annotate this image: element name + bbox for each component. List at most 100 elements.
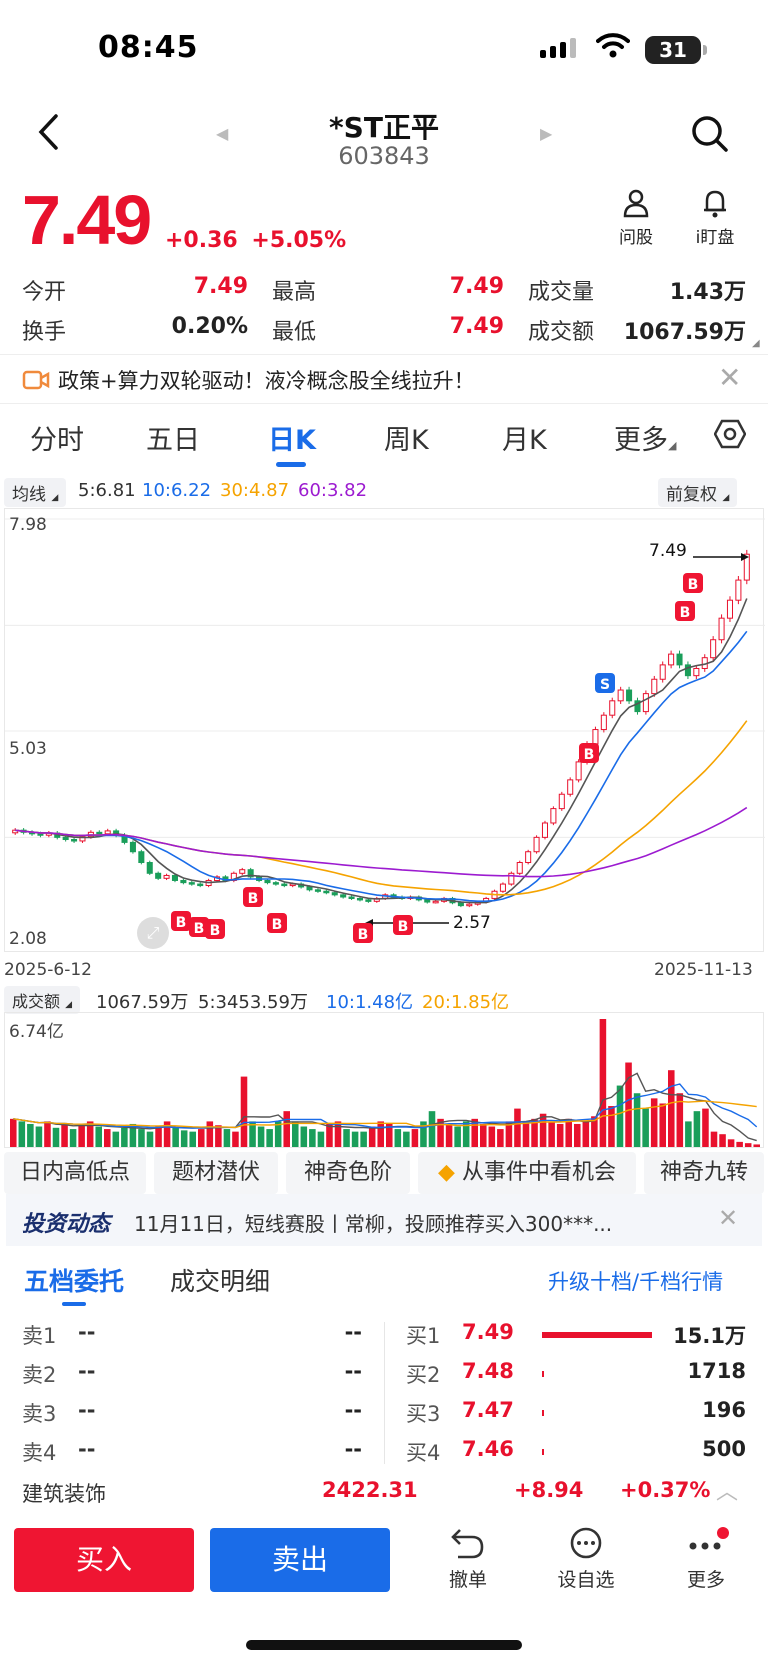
search-icon[interactable]	[690, 114, 730, 154]
tab-weekly-k[interactable]: 周K	[384, 425, 429, 456]
sell-level-row[interactable]: 卖1 -- --	[22, 1320, 362, 1350]
news-ticker[interactable]: 投资动态 11月11日，短线赛股丨常柳，投顾推荐买入300***... ✕	[6, 1194, 762, 1246]
close-news-icon[interactable]: ✕	[718, 1204, 739, 1232]
sell-button[interactable]: 卖出	[210, 1528, 390, 1592]
feature-event-opportunity[interactable]: ◆ 从事件中看机会	[418, 1152, 636, 1194]
buy-level-price: 7.48	[462, 1359, 514, 1383]
buy-level-row[interactable]: 买3 7.47 196	[406, 1398, 746, 1428]
tab-5day[interactable]: 五日	[146, 425, 200, 456]
volume-chart[interactable]: 6.74亿	[4, 1012, 764, 1148]
buy-signal-marker: B	[675, 601, 695, 621]
watch-button[interactable]: i盯盘	[688, 188, 742, 248]
low-label: 最低	[272, 320, 317, 345]
tab-more[interactable]: 更多◢	[614, 425, 677, 456]
volume-bar	[574, 1123, 581, 1147]
more-button[interactable]: 更多	[676, 1526, 736, 1592]
candle	[348, 896, 355, 900]
volume-bar	[155, 1126, 162, 1147]
promo-banner[interactable]: 政策+算力双轮驱动！液冷概念股全线拉升！ ✕	[0, 354, 768, 404]
ma60-value: 60:3.82	[298, 480, 368, 501]
signal-letter: S	[600, 677, 610, 693]
battery-icon: 31	[645, 36, 707, 64]
buy-button[interactable]: 买入	[14, 1528, 194, 1592]
volume-bar	[121, 1127, 128, 1147]
feature-nine-turn[interactable]: 神奇九转	[644, 1152, 764, 1194]
volume-bar	[283, 1111, 290, 1147]
buy-level-row[interactable]: 买4 7.46 500	[406, 1437, 746, 1467]
sell-level-row[interactable]: 卖4 -- --	[22, 1437, 362, 1467]
fullscreen-toggle-icon[interactable]: ⤢	[137, 917, 169, 949]
expand-corner-icon[interactable]: ◢	[752, 338, 760, 349]
turnover-label: 换手	[22, 320, 67, 345]
candle	[726, 599, 733, 619]
prev-stock-icon[interactable]: ◀	[216, 124, 229, 143]
ma-select[interactable]: 均线 ◢	[4, 478, 67, 507]
volume-bar	[368, 1126, 376, 1147]
candle	[651, 678, 658, 695]
candle	[668, 653, 675, 666]
volume-bar	[753, 1144, 760, 1147]
buy-level-row[interactable]: 买2 7.48 1718	[406, 1359, 746, 1389]
volume-bar	[138, 1129, 145, 1147]
volume-bar	[497, 1129, 504, 1147]
low-price-label: 2.57	[453, 913, 491, 933]
volume-bar	[676, 1093, 684, 1147]
adjust-select[interactable]: 前复权 ◢	[658, 478, 738, 507]
buy-level-row[interactable]: 买1 7.49 15.1万	[406, 1320, 746, 1350]
tab-trade-detail[interactable]: 成交明细	[170, 1267, 271, 1296]
volume-bar	[702, 1108, 709, 1147]
ask-stock-button[interactable]: 问股	[614, 188, 658, 248]
sell-level-volume: --	[344, 1320, 362, 1344]
sector-pct: +0.37%	[620, 1478, 711, 1502]
tab-order-book[interactable]: 五档委托	[24, 1267, 125, 1296]
chevron-up-icon[interactable]: ︿	[716, 1480, 739, 1505]
signal-badge	[205, 919, 225, 939]
volume-bar	[189, 1131, 196, 1147]
watchlist-label: 设自选	[557, 1569, 615, 1591]
candle	[659, 664, 666, 680]
tab-daily-k[interactable]: 日K	[268, 425, 316, 456]
volume-bar	[78, 1125, 85, 1147]
buy-level-label: 买3	[406, 1402, 441, 1426]
settings-hexagon-icon[interactable]	[714, 418, 746, 450]
volume-bar	[650, 1098, 658, 1147]
next-stock-icon[interactable]: ▶	[540, 124, 553, 143]
feature-theme-ambush[interactable]: 题材潜伏	[154, 1152, 278, 1194]
feature-intraday-highlow[interactable]: 日内高低点	[4, 1152, 146, 1194]
tab-monthly-k[interactable]: 月K	[502, 425, 547, 456]
low-value: 7.49	[449, 314, 504, 339]
buy-depth-bar	[542, 1332, 652, 1338]
candle	[558, 793, 565, 810]
volume-bar	[351, 1131, 359, 1147]
signal-badge	[267, 913, 287, 933]
adjust-label: 前复权	[666, 485, 717, 505]
volume-bar	[471, 1118, 478, 1147]
close-banner-icon[interactable]: ✕	[718, 361, 742, 394]
candle	[146, 862, 153, 874]
upgrade-link[interactable]: 升级十档/千档行情	[548, 1270, 724, 1294]
sell-level-row[interactable]: 卖2 -- --	[22, 1359, 362, 1389]
volume-bar	[146, 1131, 154, 1147]
video-icon	[22, 370, 50, 390]
candle	[457, 902, 464, 907]
sell-level-price: --	[78, 1359, 96, 1383]
volume-bar	[616, 1085, 624, 1147]
cancel-order-button[interactable]: 撤单	[438, 1526, 498, 1592]
tab-timeshare[interactable]: 分时	[30, 425, 84, 456]
volume-current: 1067.59万	[96, 992, 189, 1013]
sell-level-row[interactable]: 卖3 -- --	[22, 1398, 362, 1428]
candle	[642, 693, 649, 713]
volume-bar	[548, 1121, 555, 1147]
volume-ma10: 10:1.48亿	[326, 992, 414, 1013]
volume-select[interactable]: 成交额 ◢	[4, 986, 81, 1014]
sector-row[interactable]: 建筑装饰 2422.31 +8.94 +0.37% ︿	[0, 1474, 768, 1508]
feature-color-scale[interactable]: 神奇色阶	[286, 1152, 410, 1194]
volume-bar	[240, 1076, 248, 1147]
buy-level-label: 买1	[406, 1324, 441, 1348]
buy-depth-bar	[542, 1410, 544, 1416]
volume-bar	[377, 1121, 384, 1147]
open-value: 7.49	[193, 274, 248, 299]
back-icon[interactable]	[36, 112, 60, 152]
add-watchlist-button[interactable]: 设自选	[548, 1526, 624, 1592]
